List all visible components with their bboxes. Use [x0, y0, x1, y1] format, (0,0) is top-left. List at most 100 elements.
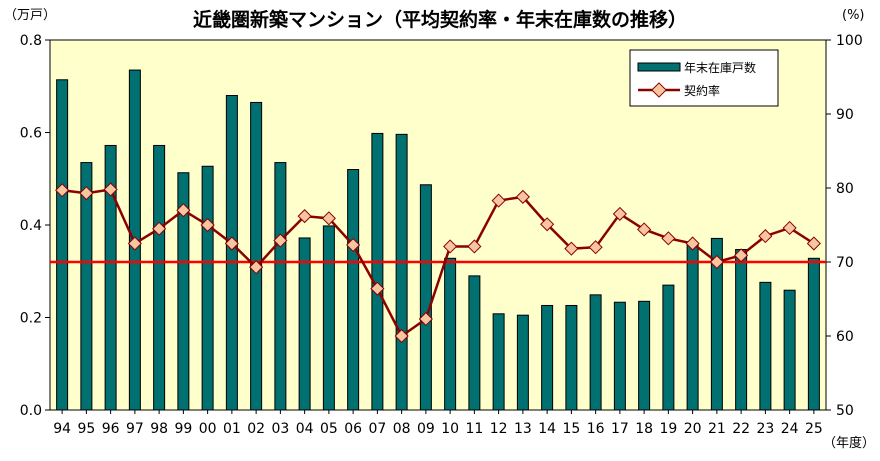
- line-marker-25: [806, 236, 821, 251]
- bar-12: [492, 313, 505, 411]
- bar-01: [225, 95, 238, 411]
- x-tick-label-25: 25: [805, 421, 823, 437]
- legend: 年末在庫戸数 契約率: [629, 49, 779, 107]
- line-marker-22: [734, 248, 749, 263]
- axes-group: 0.0 0.2 0.4 0.6 0.8 50 60 70 80 90 100 94 95 96 97 98 99…: [20, 33, 863, 437]
- line-marker-07: [370, 281, 385, 296]
- line-marker-05: [321, 211, 336, 226]
- line-marker-10: [443, 239, 458, 254]
- bar-11: [468, 275, 481, 411]
- y-left-tick-label: 0.2: [20, 311, 42, 327]
- bar-15: [565, 304, 578, 411]
- bar-13: [516, 314, 529, 411]
- line-marker-00: [200, 217, 215, 233]
- x-tick-label-04: 04: [296, 421, 314, 437]
- bar-08: [395, 133, 408, 411]
- y-right-unit-label: (%): [842, 8, 865, 23]
- x-tick-label-98: 98: [150, 421, 168, 437]
- line-marker-99: [176, 203, 191, 218]
- line-marker-02: [249, 260, 264, 275]
- bar-20: [686, 243, 699, 411]
- bar-05: [322, 225, 335, 411]
- legend-line-marker: [651, 82, 667, 98]
- x-tick-label-18: 18: [635, 421, 653, 437]
- y-right-tick-label: 60: [836, 329, 854, 345]
- line-marker-97: [127, 236, 142, 251]
- bar-10: [444, 257, 457, 411]
- bar-03: [274, 162, 287, 411]
- line-marker-04: [297, 209, 312, 224]
- y-right-tick-label: 100: [836, 33, 863, 49]
- y-left-tick-label: 0.4: [20, 218, 42, 234]
- bar-18: [638, 300, 651, 411]
- bar-16: [589, 294, 602, 411]
- legend-box: [629, 49, 779, 107]
- line-marker-95: [79, 186, 94, 201]
- legend-line-label: 契約率: [684, 83, 720, 98]
- y-left-tick-label: 0.8: [20, 33, 42, 49]
- x-tick-label-12: 12: [490, 421, 508, 437]
- line-marker-08: [394, 328, 409, 344]
- x-tick-label-23: 23: [756, 421, 774, 437]
- bar-00: [201, 165, 214, 411]
- y-left-tick-label: 0.0: [20, 403, 42, 419]
- bar-06: [347, 169, 360, 411]
- chart-title: 近畿圏新築マンション（平均契約率・年末在庫数の推移）: [193, 8, 687, 31]
- bar-17: [613, 301, 626, 411]
- line-marker-03: [273, 233, 288, 248]
- x-tick-label-09: 09: [417, 421, 435, 437]
- x-tick-label-96: 96: [102, 421, 120, 437]
- bar-04: [298, 237, 311, 411]
- bar-14: [541, 304, 554, 411]
- line-marker-18: [637, 222, 652, 237]
- bar-24: [783, 289, 796, 411]
- line-marker-15: [564, 241, 579, 256]
- y-left-tick-label: 0.6: [20, 126, 42, 142]
- bar-25: [807, 257, 820, 411]
- x-tick-label-99: 99: [174, 421, 192, 437]
- bar-23: [759, 281, 772, 411]
- line-marker-19: [661, 231, 676, 246]
- bar-09: [419, 184, 432, 411]
- x-tick-label-14: 14: [538, 421, 556, 437]
- x-tick-label-06: 06: [344, 421, 362, 437]
- line-marker-12: [491, 193, 506, 208]
- bar-94: [56, 79, 69, 411]
- line-marker-01: [224, 236, 239, 251]
- x-tick-label-13: 13: [514, 421, 532, 437]
- y-right-tick-label: 90: [836, 107, 854, 123]
- y-right-tick-label: 80: [836, 181, 854, 197]
- bar-07: [371, 132, 384, 411]
- y-right-tick-label: 70: [836, 255, 854, 271]
- x-tick-label-19: 19: [659, 421, 677, 437]
- x-tick-label-16: 16: [587, 421, 605, 437]
- x-tick-label-00: 00: [199, 421, 217, 437]
- line-marker-24: [782, 220, 797, 236]
- bar-22: [735, 249, 748, 411]
- x-tick-label-15: 15: [562, 421, 580, 437]
- line-marker-98: [152, 221, 167, 236]
- line-marker-94: [55, 183, 70, 198]
- x-tick-label-97: 97: [126, 421, 144, 437]
- x-tick-label-20: 20: [684, 421, 702, 437]
- bar-02: [250, 101, 263, 411]
- line-marker-16: [588, 240, 603, 255]
- x-unit-label: （年度）: [823, 435, 875, 451]
- legend-bar-swatch: [637, 62, 681, 72]
- line-marker-06: [346, 237, 361, 253]
- x-tick-label-95: 95: [77, 421, 95, 437]
- line-marker-21: [709, 254, 724, 270]
- x-tick-label-10: 10: [441, 421, 459, 437]
- line-marker-13: [515, 189, 530, 204]
- line-series-group: [55, 182, 821, 344]
- x-tick-label-22: 22: [732, 421, 750, 437]
- x-tick-label-21: 21: [708, 421, 726, 437]
- line-marker-09: [418, 311, 433, 327]
- x-tick-label-17: 17: [611, 421, 629, 437]
- y-right-tick-label: 50: [836, 403, 854, 419]
- x-tick-label-07: 07: [368, 421, 386, 437]
- x-tick-label-24: 24: [781, 421, 799, 437]
- x-tick-label-08: 08: [393, 421, 411, 437]
- x-tick-label-11: 11: [465, 421, 483, 437]
